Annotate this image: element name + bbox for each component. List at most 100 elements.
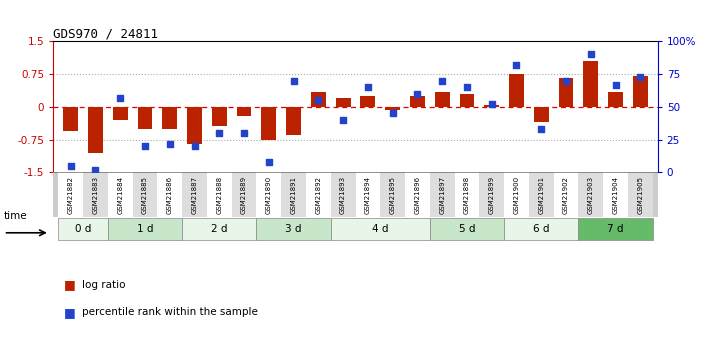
- Point: [189, 144, 201, 149]
- Bar: [331, 172, 356, 217]
- Text: GSM21897: GSM21897: [439, 176, 445, 214]
- Bar: [405, 172, 430, 217]
- Bar: [583, 61, 598, 107]
- Bar: [157, 172, 182, 217]
- Bar: [212, 107, 227, 127]
- Bar: [356, 172, 380, 217]
- Bar: [63, 107, 78, 131]
- Bar: [108, 172, 132, 217]
- Point: [164, 141, 176, 146]
- Point: [362, 85, 373, 90]
- Bar: [608, 91, 623, 107]
- Bar: [459, 94, 474, 107]
- Bar: [88, 107, 103, 153]
- Point: [486, 101, 498, 107]
- Point: [263, 159, 274, 165]
- Bar: [237, 107, 252, 116]
- Text: GSM21905: GSM21905: [637, 176, 643, 214]
- Point: [412, 91, 423, 97]
- Text: 5 d: 5 d: [459, 224, 475, 234]
- Bar: [137, 107, 152, 129]
- Text: GSM21900: GSM21900: [513, 176, 520, 214]
- Bar: [554, 172, 579, 217]
- Bar: [484, 105, 499, 107]
- Text: GSM21902: GSM21902: [563, 176, 569, 214]
- Bar: [454, 172, 479, 217]
- Bar: [311, 91, 326, 107]
- Bar: [504, 172, 529, 217]
- Bar: [132, 172, 157, 217]
- Bar: [281, 172, 306, 217]
- Text: 6 d: 6 d: [533, 224, 550, 234]
- Text: GSM21903: GSM21903: [588, 176, 594, 214]
- Bar: [434, 91, 449, 107]
- Bar: [579, 172, 603, 217]
- Bar: [360, 96, 375, 107]
- Bar: [83, 172, 108, 217]
- Bar: [331, 218, 430, 240]
- Point: [213, 130, 225, 136]
- Bar: [207, 172, 232, 217]
- Text: GSM21885: GSM21885: [142, 176, 148, 214]
- Text: 0 d: 0 d: [75, 224, 91, 234]
- Point: [437, 78, 448, 83]
- Bar: [187, 107, 202, 144]
- Text: GSM21891: GSM21891: [291, 176, 296, 214]
- Text: GSM21886: GSM21886: [167, 176, 173, 214]
- Text: log ratio: log ratio: [82, 280, 125, 289]
- Point: [387, 111, 398, 116]
- Bar: [504, 218, 579, 240]
- Point: [461, 85, 473, 90]
- Bar: [579, 218, 653, 240]
- Bar: [603, 172, 628, 217]
- Bar: [479, 172, 504, 217]
- Point: [510, 62, 522, 68]
- Point: [635, 74, 646, 79]
- Text: GSM21882: GSM21882: [68, 176, 74, 214]
- Text: time: time: [4, 210, 27, 220]
- Text: ■: ■: [64, 278, 76, 291]
- Text: GSM21888: GSM21888: [216, 176, 223, 214]
- Point: [90, 167, 101, 172]
- Text: GSM21889: GSM21889: [241, 176, 247, 214]
- Bar: [559, 79, 574, 107]
- Text: GSM21894: GSM21894: [365, 176, 371, 214]
- Bar: [628, 172, 653, 217]
- Bar: [58, 218, 108, 240]
- Bar: [509, 74, 524, 107]
- Text: GSM21890: GSM21890: [266, 176, 272, 214]
- Text: GSM21904: GSM21904: [613, 176, 619, 214]
- Text: 7 d: 7 d: [607, 224, 624, 234]
- Point: [139, 144, 151, 149]
- Text: GSM21884: GSM21884: [117, 176, 123, 214]
- Text: GDS970 / 24811: GDS970 / 24811: [53, 27, 159, 40]
- Point: [610, 82, 621, 87]
- Point: [114, 95, 126, 100]
- Text: 3 d: 3 d: [285, 224, 302, 234]
- Bar: [430, 172, 454, 217]
- Text: GSM21899: GSM21899: [488, 176, 495, 214]
- Bar: [529, 172, 554, 217]
- Bar: [410, 96, 425, 107]
- Bar: [385, 107, 400, 110]
- Text: 1 d: 1 d: [137, 224, 153, 234]
- Bar: [306, 172, 331, 217]
- Bar: [58, 172, 83, 217]
- Text: GSM21887: GSM21887: [191, 176, 198, 214]
- Text: percentile rank within the sample: percentile rank within the sample: [82, 307, 257, 317]
- Bar: [108, 218, 182, 240]
- Text: GSM21898: GSM21898: [464, 176, 470, 214]
- Point: [313, 98, 324, 103]
- Text: ■: ■: [64, 306, 76, 319]
- Bar: [633, 76, 648, 107]
- Bar: [232, 172, 257, 217]
- Bar: [380, 172, 405, 217]
- Text: GSM21883: GSM21883: [92, 176, 98, 214]
- Bar: [257, 172, 281, 217]
- Text: GSM21892: GSM21892: [316, 176, 321, 214]
- Point: [560, 78, 572, 83]
- Bar: [534, 107, 549, 122]
- Bar: [162, 107, 177, 129]
- Bar: [286, 107, 301, 135]
- Bar: [262, 107, 277, 140]
